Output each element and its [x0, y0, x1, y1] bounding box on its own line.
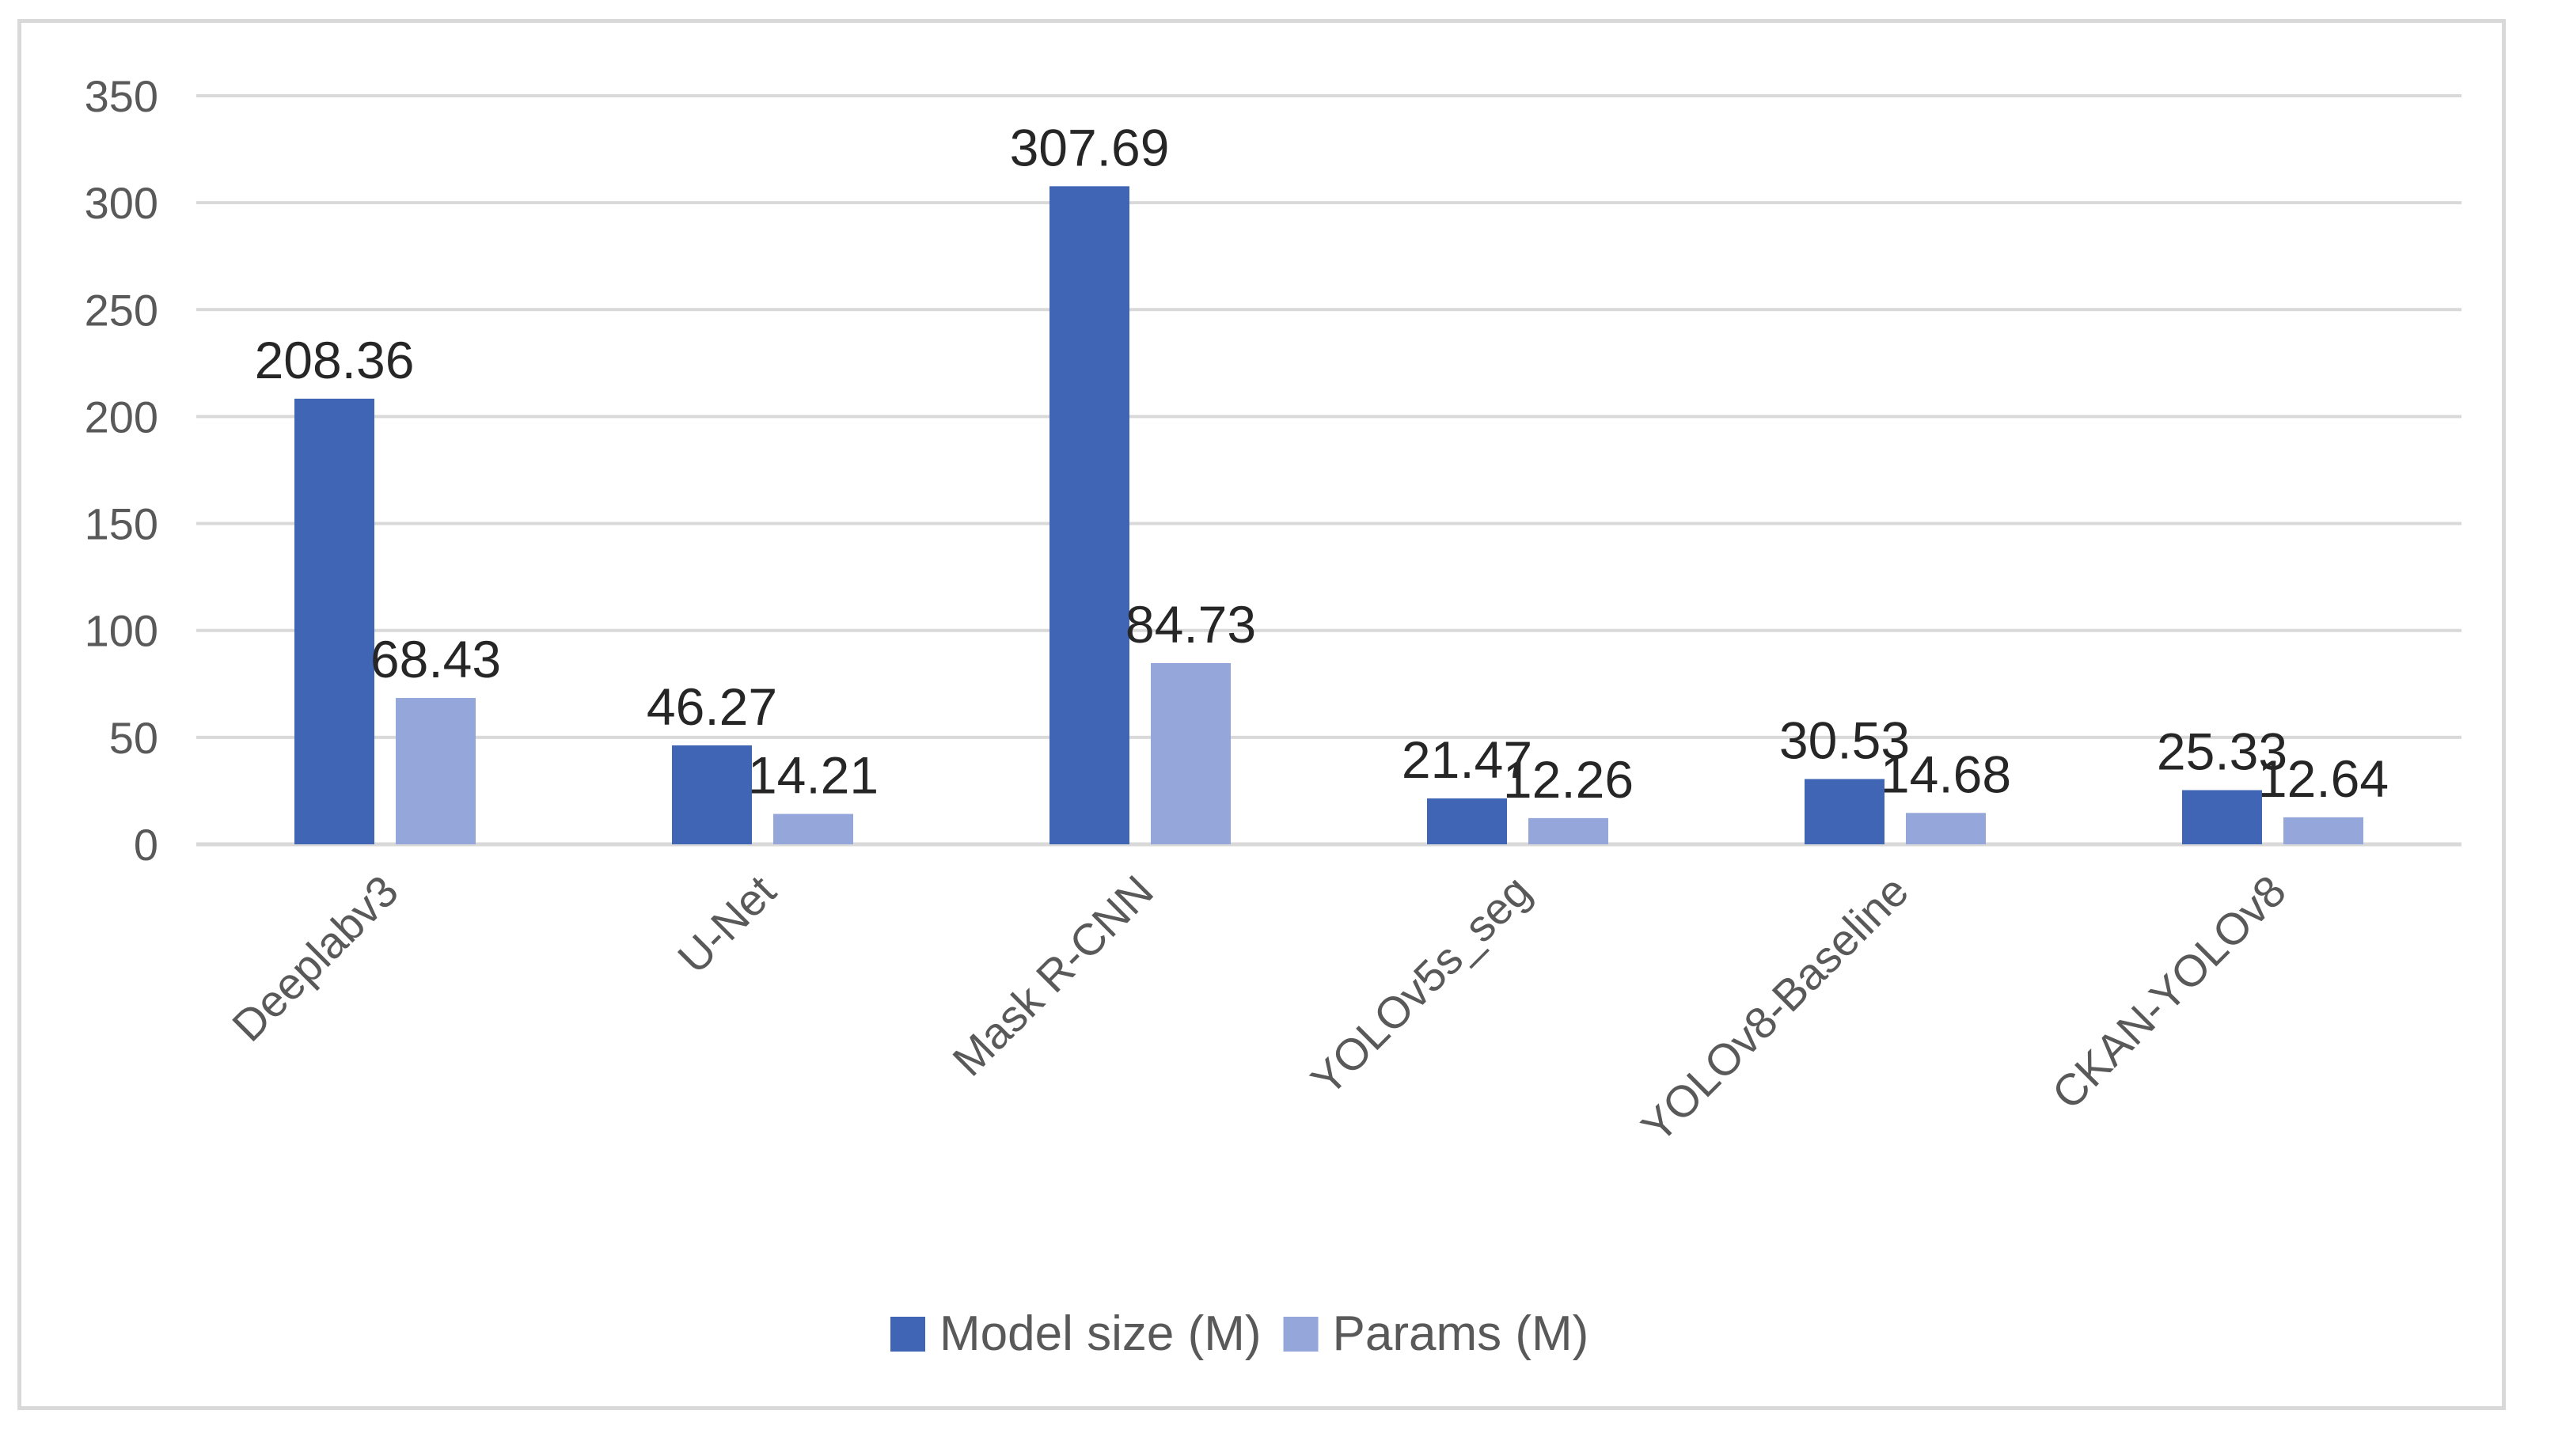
bar-model-size	[1049, 186, 1129, 844]
bar-params	[1528, 817, 1608, 844]
data-label: 307.69	[1010, 118, 1170, 176]
data-label: 68.43	[370, 630, 501, 688]
data-label: 12.26	[1503, 750, 1634, 809]
y-tick-label: 0	[134, 820, 158, 870]
data-label: 25.33	[2157, 722, 2287, 781]
legend-label: Params (M)	[1333, 1306, 1589, 1361]
data-label: 208.36	[255, 331, 415, 389]
y-tick-label: 50	[109, 713, 158, 763]
data-label: 14.68	[1881, 745, 2011, 803]
x-axis-categories: Deeplabv3 U-Net Mask R-CNN YOLOv5s_seg YOLOv…	[222, 866, 2295, 1152]
bar-model-size	[294, 398, 374, 845]
y-tick-label: 350	[85, 71, 158, 121]
y-tick-label: 150	[85, 499, 158, 549]
category-label: U-Net	[668, 866, 785, 983]
category-label: YOLOv5s_seg	[1301, 866, 1540, 1105]
category-label: CKAN-YOLOv8	[2042, 866, 2295, 1119]
legend: Model size (M) Params (M)	[890, 1306, 1588, 1361]
legend-swatch	[1283, 1317, 1319, 1352]
y-tick-label: 250	[85, 285, 158, 335]
data-label: 14.21	[748, 746, 879, 805]
category-label: Deeplabv3	[222, 866, 408, 1051]
category-label: Mask R-CNN	[943, 866, 1163, 1086]
bar-params	[1906, 813, 1986, 844]
y-axis-ticks: 0 50 100 150 200 250 300 350	[85, 71, 158, 870]
y-tick-label: 200	[85, 392, 158, 442]
category-label: YOLOv8-Baseline	[1631, 866, 1917, 1151]
bar-params	[1151, 662, 1231, 844]
y-tick-label: 300	[85, 178, 158, 228]
bar-params	[2283, 817, 2363, 844]
data-labels: 208.3668.4346.2714.21307.6984.7321.4712.…	[255, 118, 2389, 809]
data-label: 46.27	[647, 677, 777, 736]
bars	[294, 186, 2363, 845]
bar-params	[773, 813, 853, 844]
gridlines	[196, 94, 2461, 847]
data-label: 12.64	[2258, 749, 2389, 808]
data-label: 30.53	[1779, 711, 1910, 769]
bar-model-size	[1427, 798, 1507, 844]
data-label: 21.47	[1402, 730, 1532, 789]
legend-swatch	[890, 1317, 925, 1352]
bar-model-size	[2182, 790, 2262, 844]
bar-model-size	[1805, 779, 1884, 844]
bar-model-size	[672, 745, 752, 844]
bar-params	[396, 698, 476, 844]
data-label: 84.73	[1125, 595, 1256, 654]
legend-label: Model size (M)	[939, 1306, 1262, 1361]
y-tick-label: 100	[85, 606, 158, 656]
